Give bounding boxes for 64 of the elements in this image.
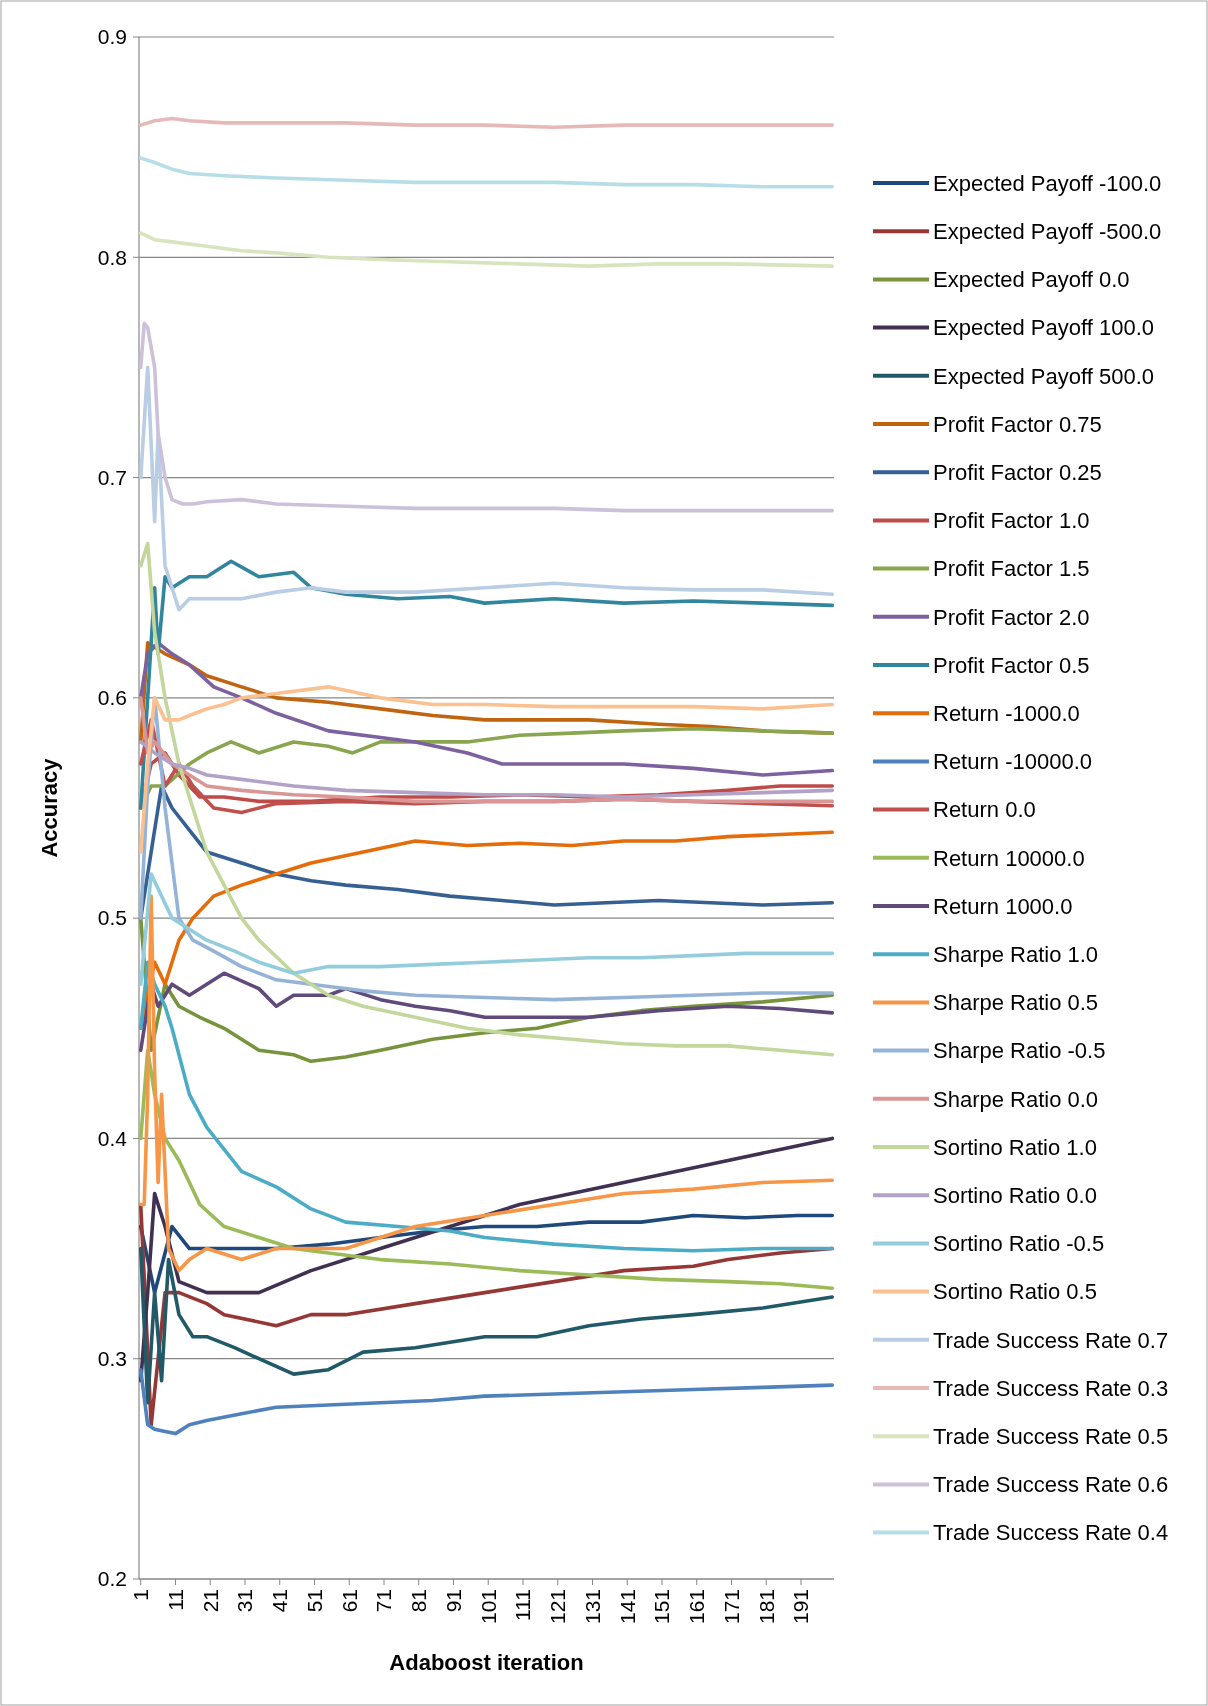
x-tick-label: 111 <box>511 1589 535 1621</box>
y-tick-label: 0.5 <box>97 906 127 930</box>
y-tick-label: 0.2 <box>97 1567 127 1591</box>
legend-label: Sortino Ratio 1.0 <box>933 1134 1097 1160</box>
y-tick-label: 0.4 <box>97 1126 128 1150</box>
legend-label: Return 0.0 <box>933 797 1036 823</box>
legend-label: Return -1000.0 <box>933 700 1080 726</box>
x-tick-label: 131 <box>580 1589 604 1625</box>
line-series <box>138 971 835 1053</box>
y-tick-label: 0.9 <box>97 25 127 49</box>
legend-label: Sharpe Ratio 0.5 <box>933 990 1099 1016</box>
legend-label: Sortino Ratio 0.0 <box>933 1182 1097 1208</box>
y-tick-label: 0.3 <box>97 1347 127 1371</box>
legend-label: Return 1000.0 <box>933 893 1073 919</box>
legend-label: Profit Factor 2.0 <box>933 604 1090 630</box>
legend-label: Trade Success Rate 0.4 <box>933 1520 1169 1546</box>
line-series <box>138 116 835 130</box>
legend-label: Sharpe Ratio -0.5 <box>933 1038 1106 1064</box>
legend-label: Sortino Ratio 0.5 <box>933 1279 1097 1305</box>
x-tick-label: 191 <box>789 1589 813 1625</box>
x-tick-label: 151 <box>650 1589 674 1625</box>
legend-label: Profit Factor 0.75 <box>933 411 1102 437</box>
x-tick-label: 61 <box>337 1589 361 1613</box>
line-series <box>138 740 835 799</box>
legend-label: Trade Success Rate 0.6 <box>933 1472 1169 1498</box>
legend-label: Trade Success Rate 0.5 <box>933 1423 1169 1449</box>
x-tick-label: 161 <box>685 1589 709 1625</box>
legend-label: Profit Factor 1.0 <box>933 508 1090 534</box>
legend-label: Return 10000.0 <box>933 845 1085 871</box>
x-tick-label: 21 <box>198 1589 222 1613</box>
x-tick-label: 121 <box>546 1589 570 1625</box>
line-series <box>138 156 835 189</box>
legend-label: Profit Factor 0.25 <box>933 459 1102 485</box>
x-tick-label: 91 <box>441 1589 465 1613</box>
legend-label: Return -10000.0 <box>933 749 1092 775</box>
x-tick-label: 141 <box>615 1589 639 1625</box>
y-tick-label: 0.6 <box>97 686 127 710</box>
x-tick-label: 181 <box>754 1589 778 1625</box>
x-tick-label: 101 <box>476 1589 500 1625</box>
legend-label: Profit Factor 1.5 <box>933 556 1090 582</box>
legend-label: Expected Payoff -100.0 <box>933 170 1162 196</box>
legend-label: Trade Success Rate 0.7 <box>933 1327 1169 1353</box>
legend-label: Trade Success Rate 0.3 <box>933 1375 1169 1401</box>
x-tick-label: 81 <box>407 1589 431 1613</box>
x-tick-label: 41 <box>268 1589 292 1613</box>
x-tick-label: 31 <box>233 1589 257 1613</box>
x-axis-title: Adaboost iteration <box>389 1650 584 1675</box>
legend-label: Profit Factor 0.5 <box>933 652 1090 678</box>
legend-label: Expected Payoff 500.0 <box>933 363 1154 389</box>
x-tick-label: 1 <box>129 1589 153 1601</box>
x-tick-label: 51 <box>302 1589 326 1613</box>
y-tick-label: 0.8 <box>97 245 127 269</box>
legend-label: Sharpe Ratio 1.0 <box>933 941 1099 967</box>
legend-label: Expected Payoff -500.0 <box>933 218 1162 244</box>
y-axis-title: Accuracy <box>37 757 62 858</box>
x-tick-label: 71 <box>372 1589 396 1613</box>
x-tick-label: 171 <box>719 1589 743 1625</box>
x-tick-label: 11 <box>163 1589 187 1611</box>
line-series <box>138 1367 835 1436</box>
legend-label: Expected Payoff 0.0 <box>933 267 1130 293</box>
legend-label: Sortino Ratio -0.5 <box>933 1231 1105 1257</box>
legend-label: Expected Payoff 100.0 <box>933 315 1154 341</box>
legend-label: Sharpe Ratio 0.0 <box>933 1086 1099 1112</box>
y-tick-label: 0.7 <box>97 465 127 489</box>
